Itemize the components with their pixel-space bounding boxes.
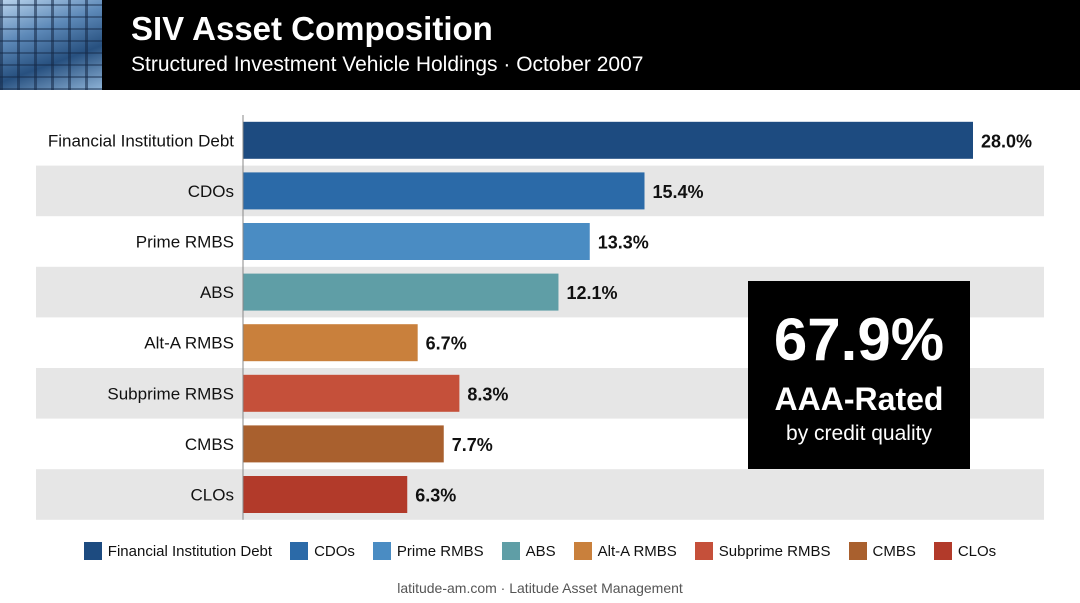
- legend-item: Subprime RMBS: [694, 542, 831, 560]
- legend-label: Financial Institution Debt: [107, 542, 273, 560]
- category-label: Financial Institution Debt: [48, 131, 234, 150]
- bar: [243, 476, 408, 513]
- bar: [243, 223, 590, 260]
- category-label: Alt-A RMBS: [144, 334, 234, 353]
- legend-swatch: [573, 542, 592, 560]
- value-label: 6.3%: [415, 486, 456, 506]
- bar: [243, 374, 460, 412]
- callout-label: AAA-Rated: [774, 381, 944, 417]
- bar: [243, 273, 559, 311]
- footer-credit: latitude-am.com · Latitude Asset Managem…: [397, 580, 683, 596]
- callout-value: 67.9%: [773, 306, 945, 373]
- category-label: Subprime RMBS: [107, 384, 234, 403]
- legend-label: CMBS: [872, 542, 916, 560]
- legend-label: ABS: [525, 542, 556, 560]
- legend-swatch: [848, 542, 867, 560]
- legend-label: Prime RMBS: [396, 542, 484, 560]
- legend-item: ABS: [501, 542, 556, 560]
- legend-swatch: [501, 542, 520, 560]
- value-label: 28.0%: [981, 131, 1032, 151]
- page-subtitle: Structured Investment Vehicle Holdings ·…: [131, 53, 644, 76]
- bar: [243, 121, 973, 159]
- chart-legend: Financial Institution Debt CDOs Prime RMBS…: [0, 538, 1080, 564]
- legend-item: Alt-A RMBS: [573, 542, 677, 560]
- legend-label: CDOs: [314, 542, 355, 560]
- aaa-callout-box: 67.9% AAA-Rated by credit quality: [748, 281, 970, 469]
- bar: [243, 425, 444, 463]
- legend-item: CDOs: [290, 542, 355, 560]
- legend-item: Prime RMBS: [372, 542, 484, 560]
- value-label: 7.7%: [452, 435, 493, 455]
- legend-label: Subprime RMBS: [718, 542, 831, 560]
- category-label: CMBS: [185, 435, 234, 454]
- legend-swatch: [933, 542, 952, 560]
- header-bar: SIV Asset Composition Structured Investm…: [0, 0, 1080, 90]
- row-band: [36, 469, 1044, 520]
- legend-swatch: [372, 542, 391, 560]
- category-label: CLOs: [191, 486, 234, 505]
- legend-swatch: [83, 542, 102, 560]
- category-label: Prime RMBS: [136, 233, 234, 252]
- legend-swatch: [694, 542, 713, 560]
- category-label: ABS: [200, 283, 234, 302]
- bar: [243, 324, 418, 362]
- legend-item: CMBS: [848, 542, 916, 560]
- category-label: CDOs: [188, 182, 234, 201]
- legend-item: Financial Institution Debt: [83, 542, 273, 560]
- legend-swatch: [290, 542, 309, 560]
- value-label: 15.4%: [653, 182, 704, 202]
- value-label: 12.1%: [566, 283, 617, 303]
- value-label: 8.3%: [467, 384, 508, 404]
- callout-sublabel: by credit quality: [786, 422, 932, 445]
- bar: [243, 172, 645, 210]
- legend-label: CLOs: [957, 542, 997, 560]
- page-title: SIV Asset Composition: [131, 10, 493, 47]
- building-photo-thumbnail: [0, 0, 102, 90]
- legend-label: Alt-A RMBS: [597, 542, 677, 560]
- legend-item: CLOs: [933, 542, 997, 560]
- value-label: 6.7%: [426, 334, 467, 354]
- value-label: 13.3%: [598, 233, 649, 253]
